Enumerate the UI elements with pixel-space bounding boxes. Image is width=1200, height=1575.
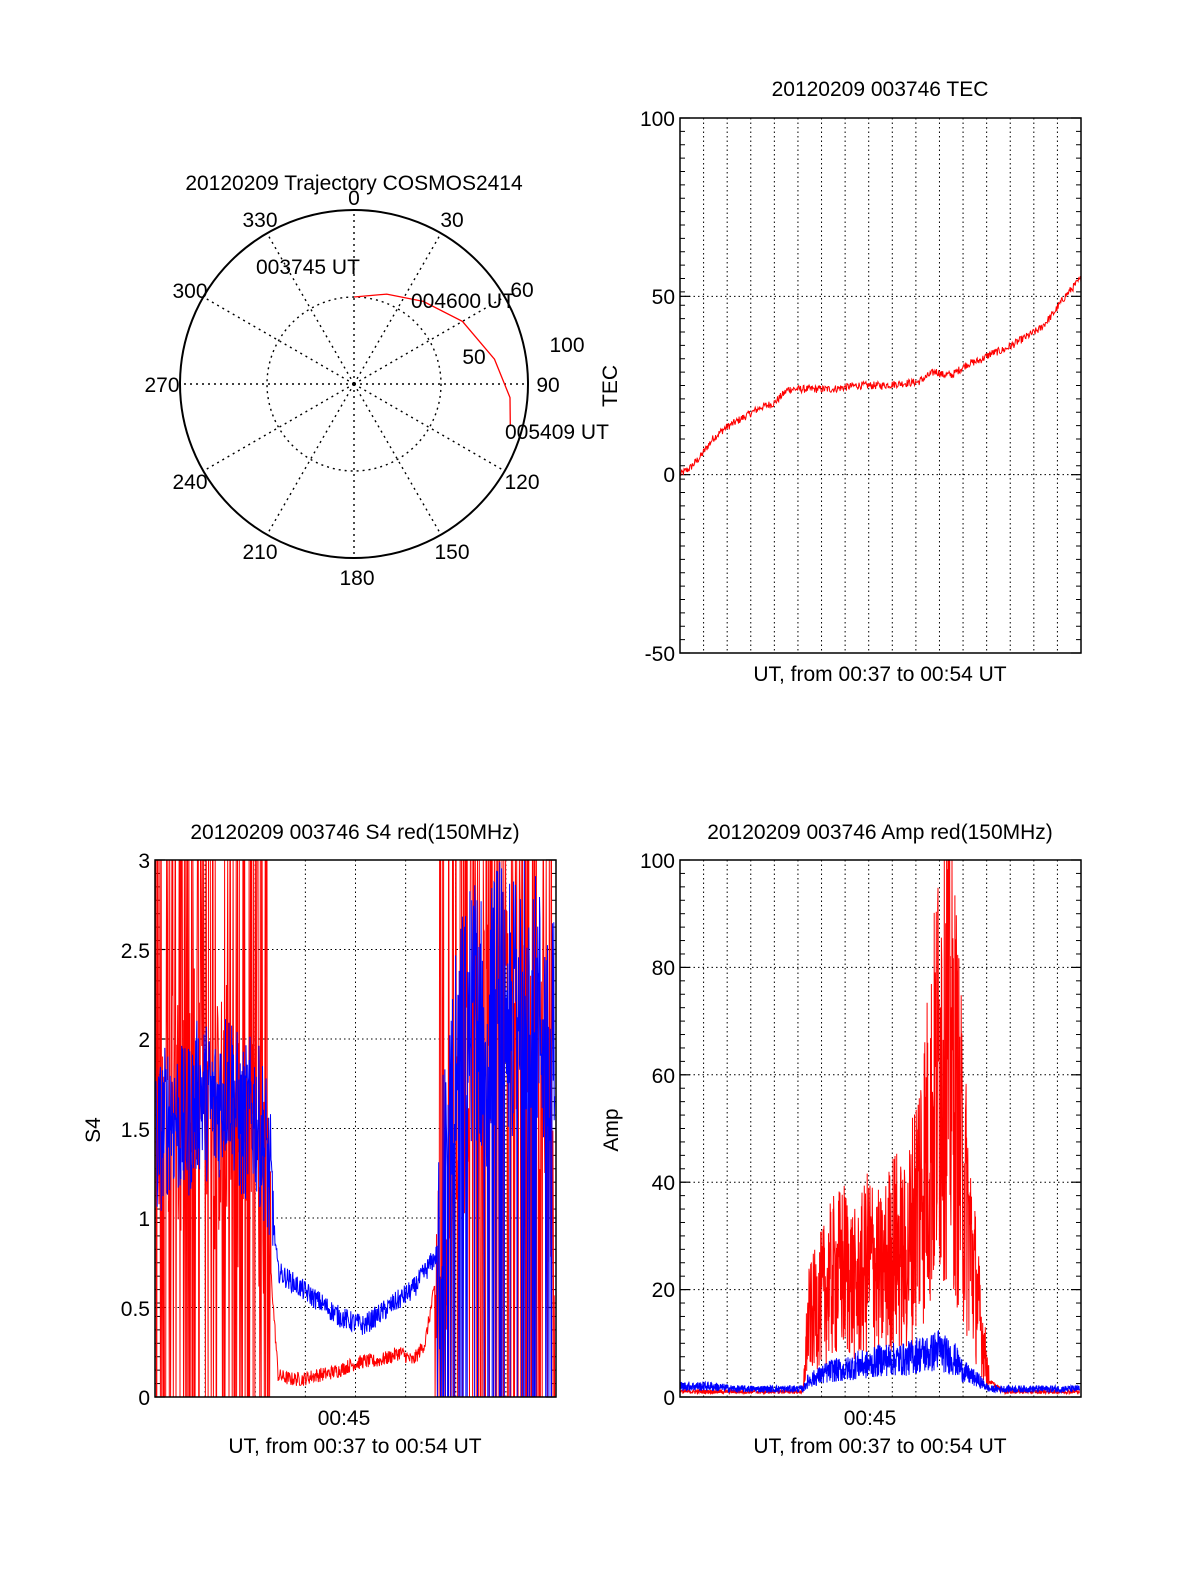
s4-ytick-2.5: 2.5	[121, 940, 150, 963]
polar-angle-label-330: 330	[242, 209, 277, 232]
tec-xlabel: UT, from 00:37 to 00:54 UT	[753, 663, 1006, 686]
polar-outer-ring	[179, 209, 529, 559]
polar-angle-labels: 0 30 60 90 120 150 180 210 240 270 300 330	[144, 187, 559, 590]
polar-angle-label-210: 210	[242, 541, 277, 564]
tec-ytick-minus50: -50	[645, 643, 675, 666]
s4-ytick-0: 0	[138, 1387, 150, 1410]
amp-ytick-100: 100	[640, 850, 675, 873]
tec-ytick-50: 50	[652, 286, 675, 309]
polar-angle-label-60: 60	[510, 279, 533, 302]
polar-angle-label-150: 150	[434, 541, 469, 564]
tec-plot: 20120209 003746 TEC 100 50 0 -50 TEC UT,…	[599, 78, 1082, 686]
tec-ylabel: TEC	[599, 365, 622, 407]
s4-series-1	[155, 859, 556, 1398]
s4-plot: 20120209 003746 S4 red(150MHz) 3 2.5 2 1…	[82, 821, 557, 1458]
polar-angle-label-270: 270	[144, 374, 179, 397]
polar-time-label-start: 003745 UT	[256, 256, 360, 279]
polar-angle-label-300: 300	[172, 280, 207, 303]
polar-angle-label-90: 90	[536, 374, 559, 397]
s4-xtick-0045: 00:45	[318, 1407, 371, 1430]
s4-ytick-1.5: 1.5	[121, 1119, 150, 1142]
polar-angle-label-120: 120	[504, 471, 539, 494]
polar-spoke-330	[266, 232, 355, 385]
polar-spoke-240	[202, 383, 355, 472]
polar-spoke-150	[353, 383, 442, 536]
polar-trajectory-plot: 20120209 Trajectory COSMOS2414 0 30 60 90 12…	[144, 172, 609, 590]
amp-xlabel: UT, from 00:37 to 00:54 UT	[753, 1435, 1006, 1458]
polar-angle-label-0: 0	[348, 187, 360, 210]
polar-spoke-30	[353, 232, 442, 385]
amp-ytick-20: 20	[652, 1279, 675, 1302]
polar-radius-label-100: 100	[549, 334, 584, 357]
polar-title: 20120209 Trajectory COSMOS2414	[185, 172, 523, 195]
polar-angle-label-240: 240	[172, 471, 207, 494]
amp-ytick-60: 60	[652, 1065, 675, 1088]
polar-spoke-210	[266, 383, 355, 536]
amp-frame	[679, 859, 1082, 1398]
s4-series	[155, 859, 556, 1398]
amp-plot: 20120209 003746 Amp red(150MHz) 100 80 6…	[600, 821, 1082, 1458]
amp-ytick-40: 40	[652, 1172, 675, 1195]
s4-ylabel: S4	[82, 1117, 105, 1143]
s4-ytick-1: 1	[138, 1208, 150, 1231]
s4-frame	[154, 859, 557, 1398]
amp-series-1	[680, 1330, 1081, 1395]
tec-series	[679, 275, 1082, 476]
polar-angle-label-180: 180	[339, 567, 374, 590]
amp-ytick-80: 80	[652, 957, 675, 980]
amp-series	[680, 859, 1081, 1396]
s4-ytick-3: 3	[138, 850, 150, 873]
s4-title: 20120209 003746 S4 red(150MHz)	[190, 821, 519, 844]
s4-xlabel: UT, from 00:37 to 00:54 UT	[228, 1435, 481, 1458]
tec-ytick-100: 100	[640, 108, 675, 131]
amp-ylabel: Amp	[600, 1108, 623, 1151]
tec-series-0	[679, 275, 1082, 476]
polar-spoke-300	[202, 296, 355, 385]
amp-title: 20120209 003746 Amp red(150MHz)	[707, 821, 1053, 844]
polar-angle-label-30: 30	[440, 209, 463, 232]
amp-xtick-0045: 00:45	[844, 1407, 897, 1430]
s4-ytick-0.5: 0.5	[121, 1298, 150, 1321]
s4-ytick-2: 2	[138, 1029, 150, 1052]
tec-frame	[679, 117, 1082, 654]
polar-time-label-mid: 004600 UT	[411, 290, 515, 313]
polar-spoke-120	[353, 383, 506, 472]
polar-trajectory-line	[353, 293, 511, 426]
polar-radius-label-50: 50	[462, 346, 485, 369]
tec-title: 20120209 003746 TEC	[772, 78, 989, 101]
tec-ytick-0: 0	[663, 464, 675, 487]
polar-time-label-end: 005409 UT	[505, 421, 609, 444]
polar-spoke-60	[353, 296, 506, 385]
amp-series-0	[680, 859, 1080, 1396]
amp-ytick-0: 0	[663, 1387, 675, 1410]
